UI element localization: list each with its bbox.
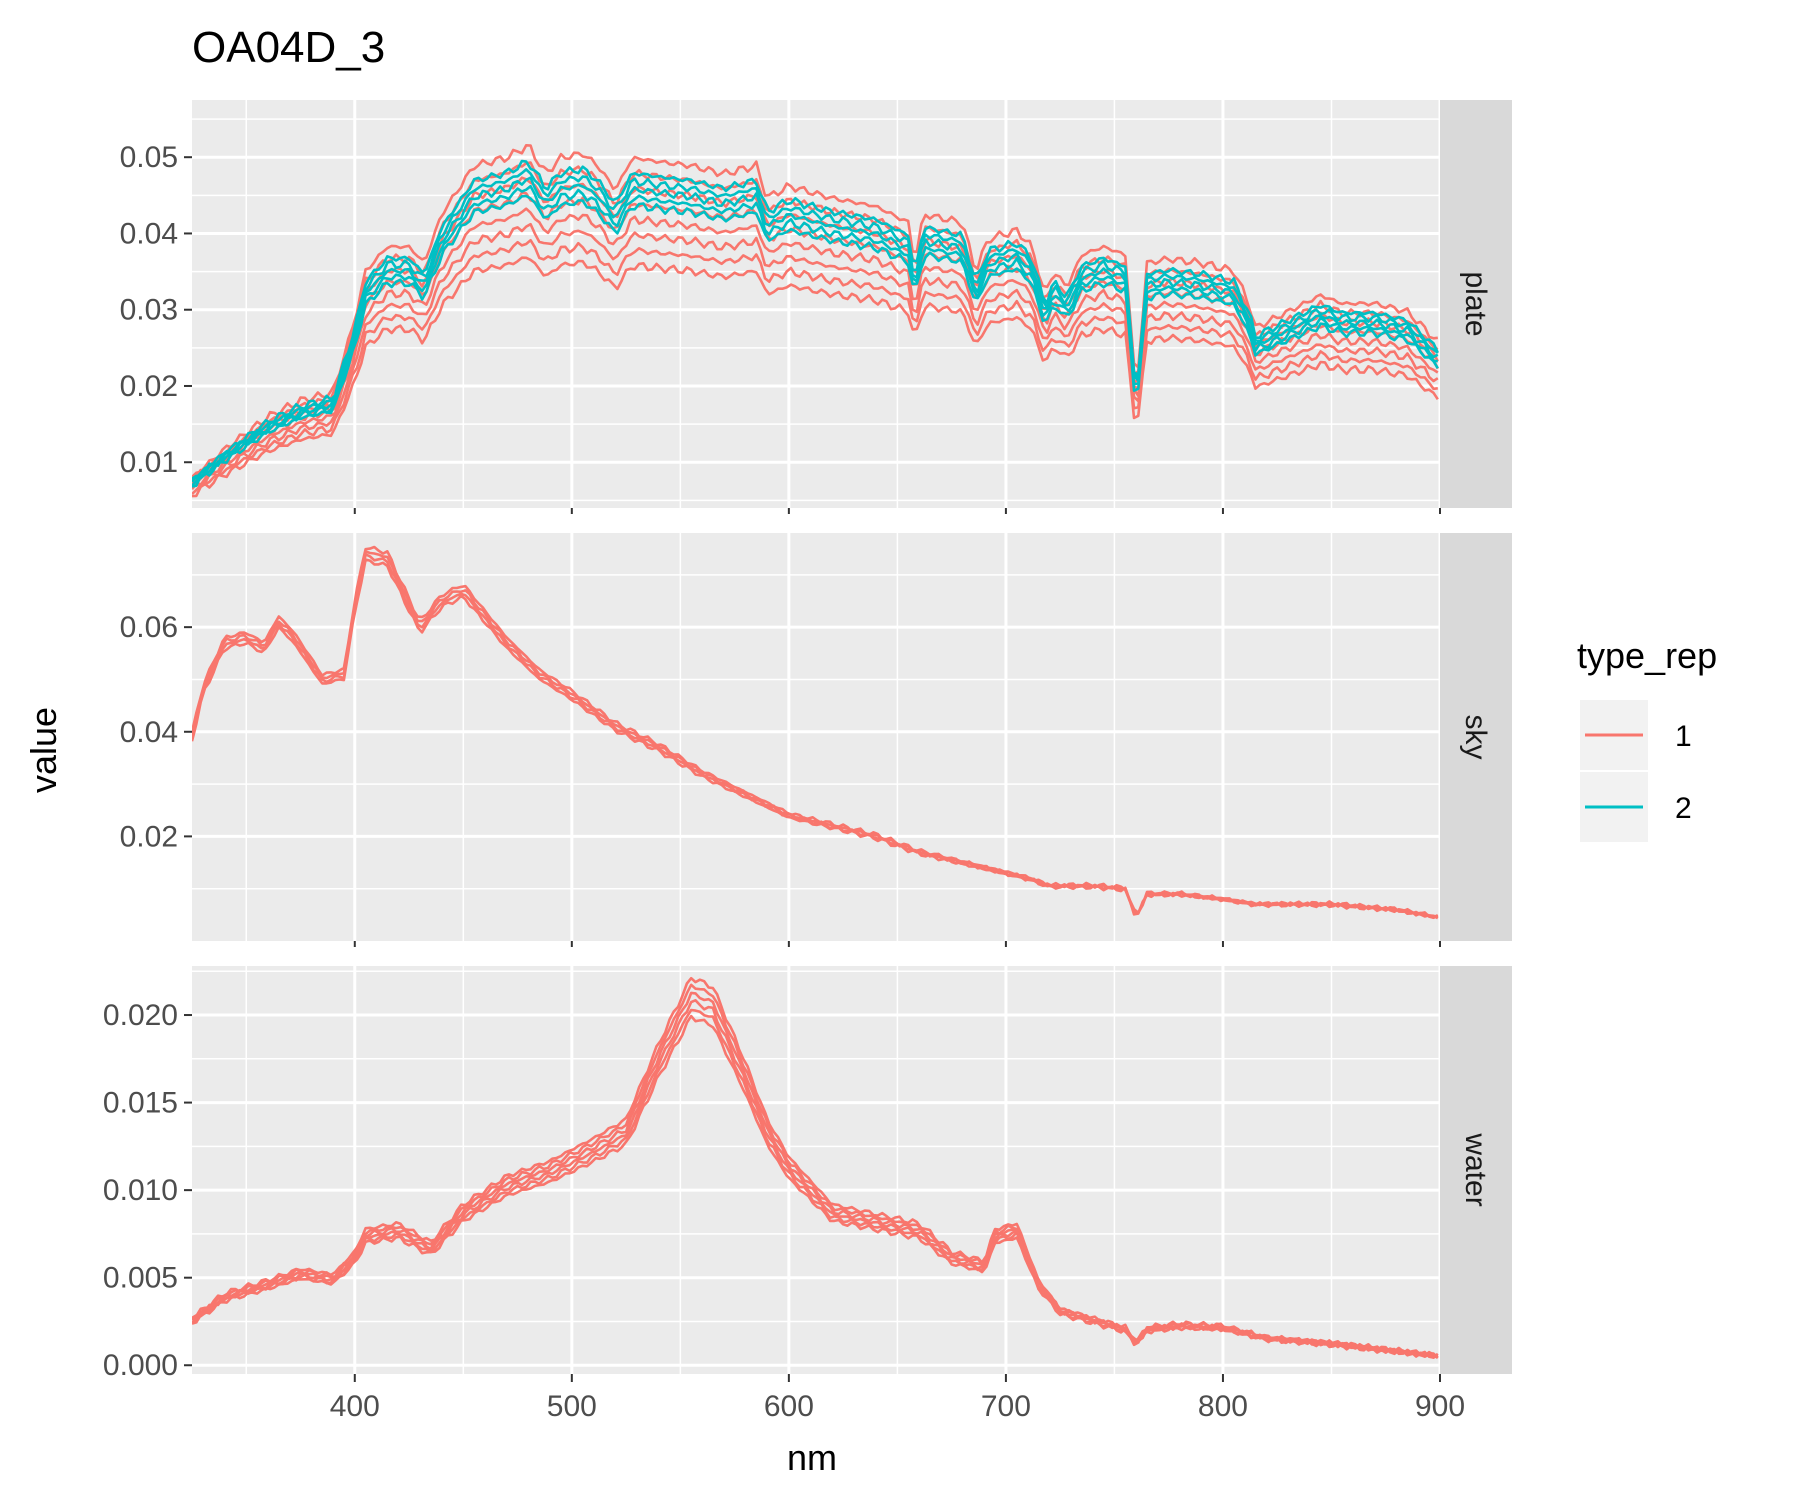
x-axis-title: nm — [787, 1437, 837, 1478]
facet-strip — [1440, 100, 1512, 508]
x-tick-label: 400 — [330, 1390, 380, 1423]
legend-entry-2: 2 — [1580, 772, 1692, 842]
y-axis-title: value — [23, 707, 64, 793]
legend-entry-1: 1 — [1580, 700, 1692, 770]
panel-water: 0.000 0.005 0.010 0.015 0.020 water — [103, 966, 1512, 1382]
y-tick-label: 0.04 — [120, 217, 178, 250]
series-line-plate-rep2 — [192, 176, 1439, 483]
panel-plate: 0.01 0.02 0.03 0.04 0.05 plate — [120, 100, 1512, 508]
legend-title: type_rep — [1577, 635, 1717, 676]
series-line-water-rep1 — [192, 983, 1439, 1359]
y-tick-label: 0.01 — [120, 446, 178, 479]
series-line-plate-rep2 — [192, 159, 1439, 481]
series-line-plate-rep1 — [192, 207, 1439, 486]
facet-strip — [1440, 966, 1512, 1374]
series-line-plate-rep1 — [192, 256, 1439, 498]
y-tick-label: 0.000 — [103, 1349, 178, 1382]
x-tick-label: 800 — [1198, 1390, 1248, 1423]
panel-background — [192, 100, 1440, 508]
x-tick-label: 700 — [981, 1390, 1031, 1423]
facet-strip-label: sky — [1459, 715, 1492, 760]
x-axis: 400 500 600 700 800 900 — [330, 508, 1465, 1423]
y-tick-label: 0.06 — [120, 611, 178, 644]
y-tick-label: 0.02 — [120, 370, 178, 403]
facet-strip-label: water — [1459, 1132, 1492, 1206]
series-line-plate-rep2 — [192, 168, 1439, 480]
series-line-sky-rep1 — [192, 545, 1438, 918]
series-line-water-rep1 — [192, 1014, 1439, 1359]
x-tick-label: 500 — [547, 1390, 597, 1423]
panel-sky: 0.02 0.04 0.06 sky — [120, 533, 1512, 941]
y-tick-label: 0.04 — [120, 716, 178, 749]
series-line-plate-rep1 — [192, 222, 1439, 490]
y-tick-label: 0.005 — [103, 1262, 178, 1295]
series-line-plate-rep1 — [192, 238, 1438, 495]
legend-label: 1 — [1675, 720, 1692, 753]
x-tick-label: 600 — [764, 1390, 814, 1423]
series-line-plate-rep2 — [192, 194, 1439, 488]
facet-strip — [1440, 533, 1512, 941]
legend-label: 2 — [1675, 792, 1692, 825]
y-tick-label: 0.05 — [120, 141, 178, 174]
x-tick-label: 900 — [1415, 1390, 1465, 1423]
facet-strip-label: plate — [1459, 271, 1492, 336]
series-line-plate-rep1 — [192, 144, 1438, 478]
series-line-water-rep1 — [192, 976, 1439, 1359]
facet-panels: 0.01 0.02 0.03 0.04 0.05 plate 0.02 0.04 0.06 sky… — [103, 100, 1512, 1382]
y-tick-label: 0.02 — [120, 820, 178, 853]
chart-title: OA04D_3 — [192, 23, 385, 72]
panel-background — [192, 966, 1440, 1374]
legend: type_rep 1 2 — [1577, 635, 1717, 842]
y-tick-label: 0.020 — [103, 999, 178, 1032]
y-tick-label: 0.03 — [120, 294, 178, 327]
series-line-plate-rep2 — [192, 184, 1438, 487]
y-tick-label: 0.010 — [103, 1174, 178, 1207]
y-tick-label: 0.015 — [103, 1087, 178, 1120]
panel-background — [192, 533, 1440, 941]
